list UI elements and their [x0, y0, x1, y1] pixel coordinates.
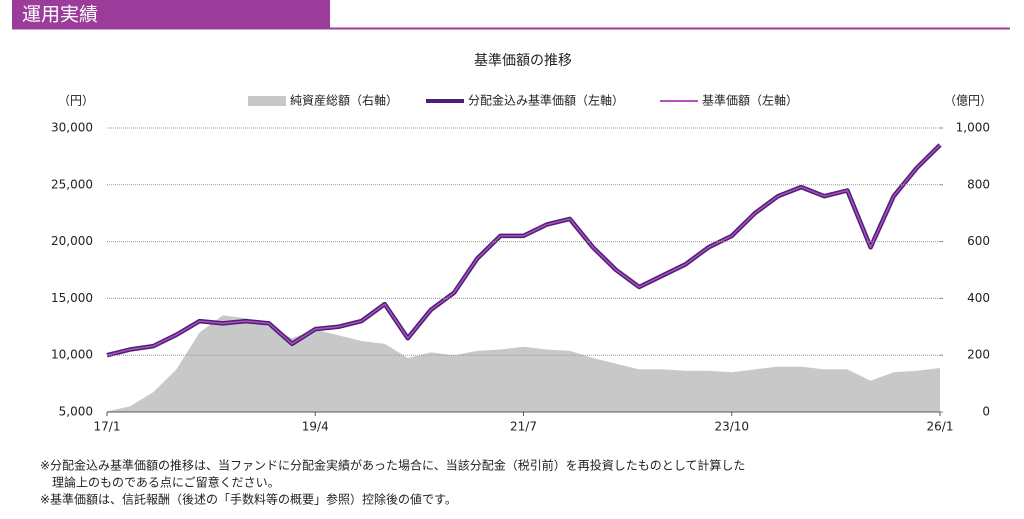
y2-tick-label: 200	[967, 348, 990, 362]
note: ※分配金込み基準価額の推移は、当ファンドに分配金実績があった場合に、当該分配金（…	[40, 458, 745, 473]
y-tick-label: 10,000	[51, 348, 93, 362]
chart-title: 基準価額の推移	[474, 52, 572, 69]
legend-label: 分配金込み基準価額（左軸）	[468, 93, 624, 108]
y-tick-label: 30,000	[51, 121, 93, 135]
x-tick-label: 19/4	[302, 420, 329, 434]
y-tick-label: 5,000	[59, 405, 93, 419]
y2-tick-label: 800	[967, 177, 990, 191]
area	[107, 315, 940, 412]
note: ※基準価額は、信託報酬（後述の「手数料等の概要」参照）控除後の値です。	[40, 492, 457, 507]
note: 理論上のものである点にご留意ください。	[52, 475, 280, 490]
x-tick-label: 17/1	[94, 420, 121, 434]
y2-tick-label: 600	[967, 234, 990, 248]
y2-tick-label: 0	[982, 405, 990, 419]
line	[106, 144, 941, 356]
y-tick-label: 20,000	[51, 234, 93, 248]
y2-tick-label: 1,000	[956, 121, 990, 135]
y-unit: （円）	[58, 94, 94, 108]
header-title: 運用実績	[22, 4, 98, 26]
y-tick-label: 15,000	[51, 291, 93, 305]
x-tick-label: 21/7	[510, 420, 537, 434]
y2-tick-label: 400	[967, 291, 990, 305]
legend-label: 基準価額（左軸）	[702, 93, 798, 108]
y2-unit: （億円）	[944, 94, 992, 108]
line	[106, 143, 942, 358]
x-tick-label: 26/1	[927, 420, 954, 434]
legend-label: 純資産総額（右軸）	[290, 93, 398, 108]
header-bar	[12, 0, 330, 28]
x-tick-label: 23/10	[714, 420, 749, 434]
legend-swatch	[248, 96, 286, 106]
y-tick-label: 25,000	[51, 177, 93, 191]
